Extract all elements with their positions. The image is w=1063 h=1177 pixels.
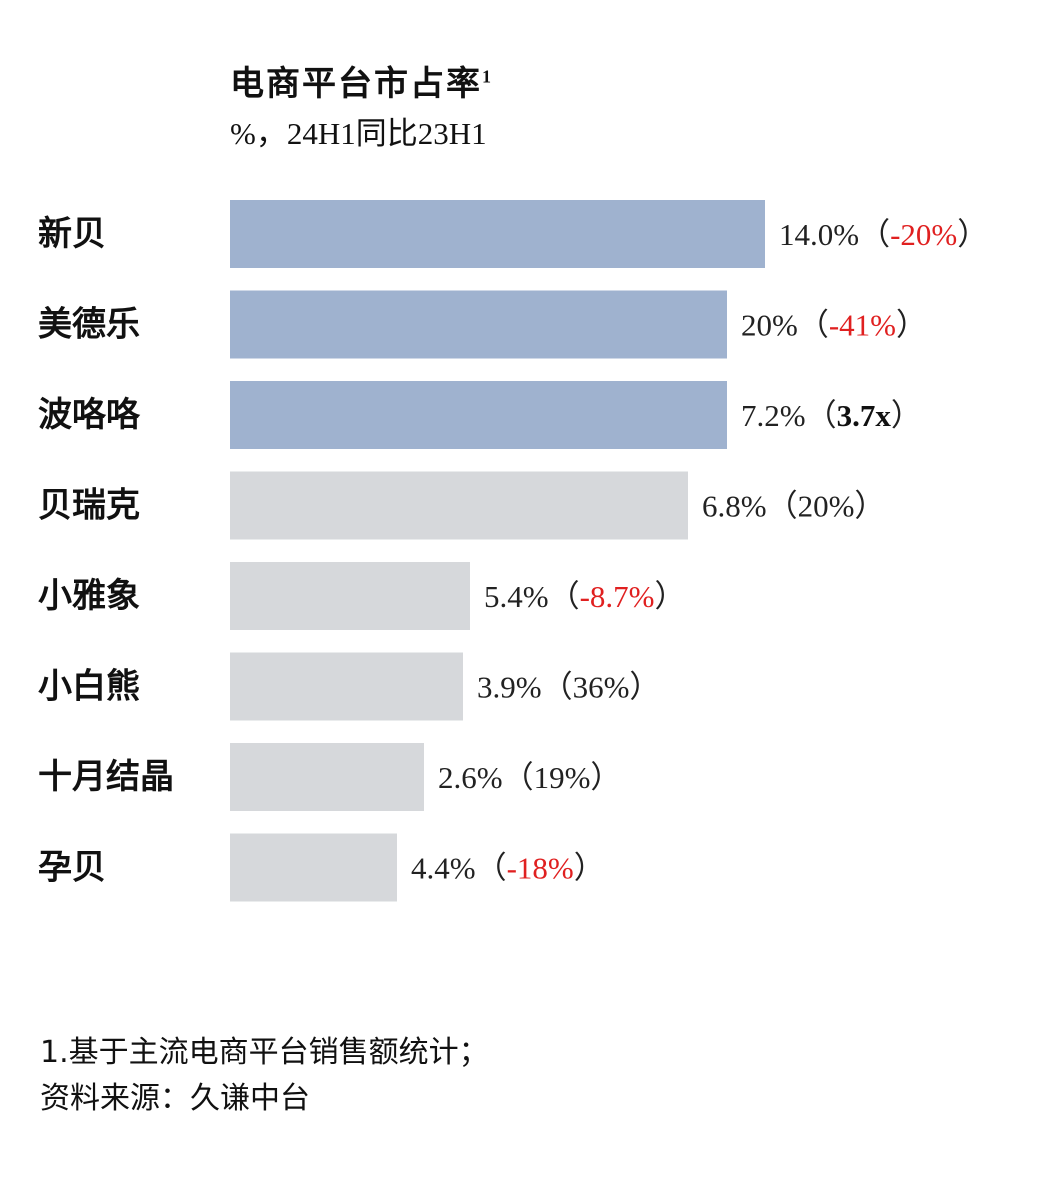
data-label: 5.4%（-8.7%） bbox=[484, 579, 685, 614]
data-label: 20%（-41%） bbox=[741, 307, 927, 342]
yoy-label: -41% bbox=[829, 307, 896, 342]
data-label: 3.9%（36%） bbox=[477, 669, 660, 704]
category-label: 波咯咯 bbox=[38, 395, 141, 435]
bar bbox=[230, 833, 397, 902]
data-label: 2.6%（19%） bbox=[438, 760, 621, 795]
footnote: 1.基于主流电商平台销售额统计； 资料来源：久谦中台 bbox=[40, 1030, 489, 1122]
yoy-label: 36% bbox=[573, 669, 630, 704]
category-label: 美德乐 bbox=[38, 305, 140, 345]
bar bbox=[230, 290, 727, 359]
footnote-source: 资料来源：久谦中台 bbox=[40, 1081, 310, 1116]
yoy-label: 20% bbox=[798, 488, 855, 523]
chart-title: 电商平台市占率1 bbox=[230, 64, 493, 104]
bar bbox=[230, 652, 463, 721]
category-label: 新贝 bbox=[38, 214, 106, 254]
yoy-label: 19% bbox=[534, 760, 591, 795]
bar bbox=[230, 743, 424, 811]
yoy-label: -20% bbox=[890, 217, 957, 252]
bar bbox=[230, 200, 765, 268]
bar-chart: 新贝 14.0%（-20%） 美德乐 20%（-41%） 波咯咯 7.2%（3.7x） 贝瑞… bbox=[38, 200, 988, 902]
yoy-label: -18% bbox=[507, 850, 574, 885]
bar bbox=[230, 381, 727, 449]
data-label: 7.2%（3.7x） bbox=[741, 398, 922, 433]
category-label: 贝瑞克 bbox=[38, 486, 140, 526]
footnote-note: 1.基于主流电商平台销售额统计； bbox=[40, 1035, 489, 1070]
category-label: 小白熊 bbox=[38, 667, 140, 707]
yoy-label: 3.7x bbox=[837, 398, 892, 433]
data-label: 4.4%（-18%） bbox=[411, 850, 605, 885]
category-label: 小雅象 bbox=[38, 576, 140, 616]
data-label: 6.8%（20%） bbox=[702, 488, 885, 523]
title-footnote-marker: 1 bbox=[482, 66, 493, 87]
yoy-label: -8.7% bbox=[580, 579, 655, 614]
bar bbox=[230, 471, 688, 540]
category-label: 十月结晶 bbox=[38, 757, 174, 797]
bar bbox=[230, 562, 470, 630]
chart-subtitle: %，24H1同比23H1 bbox=[230, 116, 487, 151]
data-label: 14.0%（-20%） bbox=[779, 217, 988, 252]
category-label: 孕贝 bbox=[38, 848, 106, 888]
